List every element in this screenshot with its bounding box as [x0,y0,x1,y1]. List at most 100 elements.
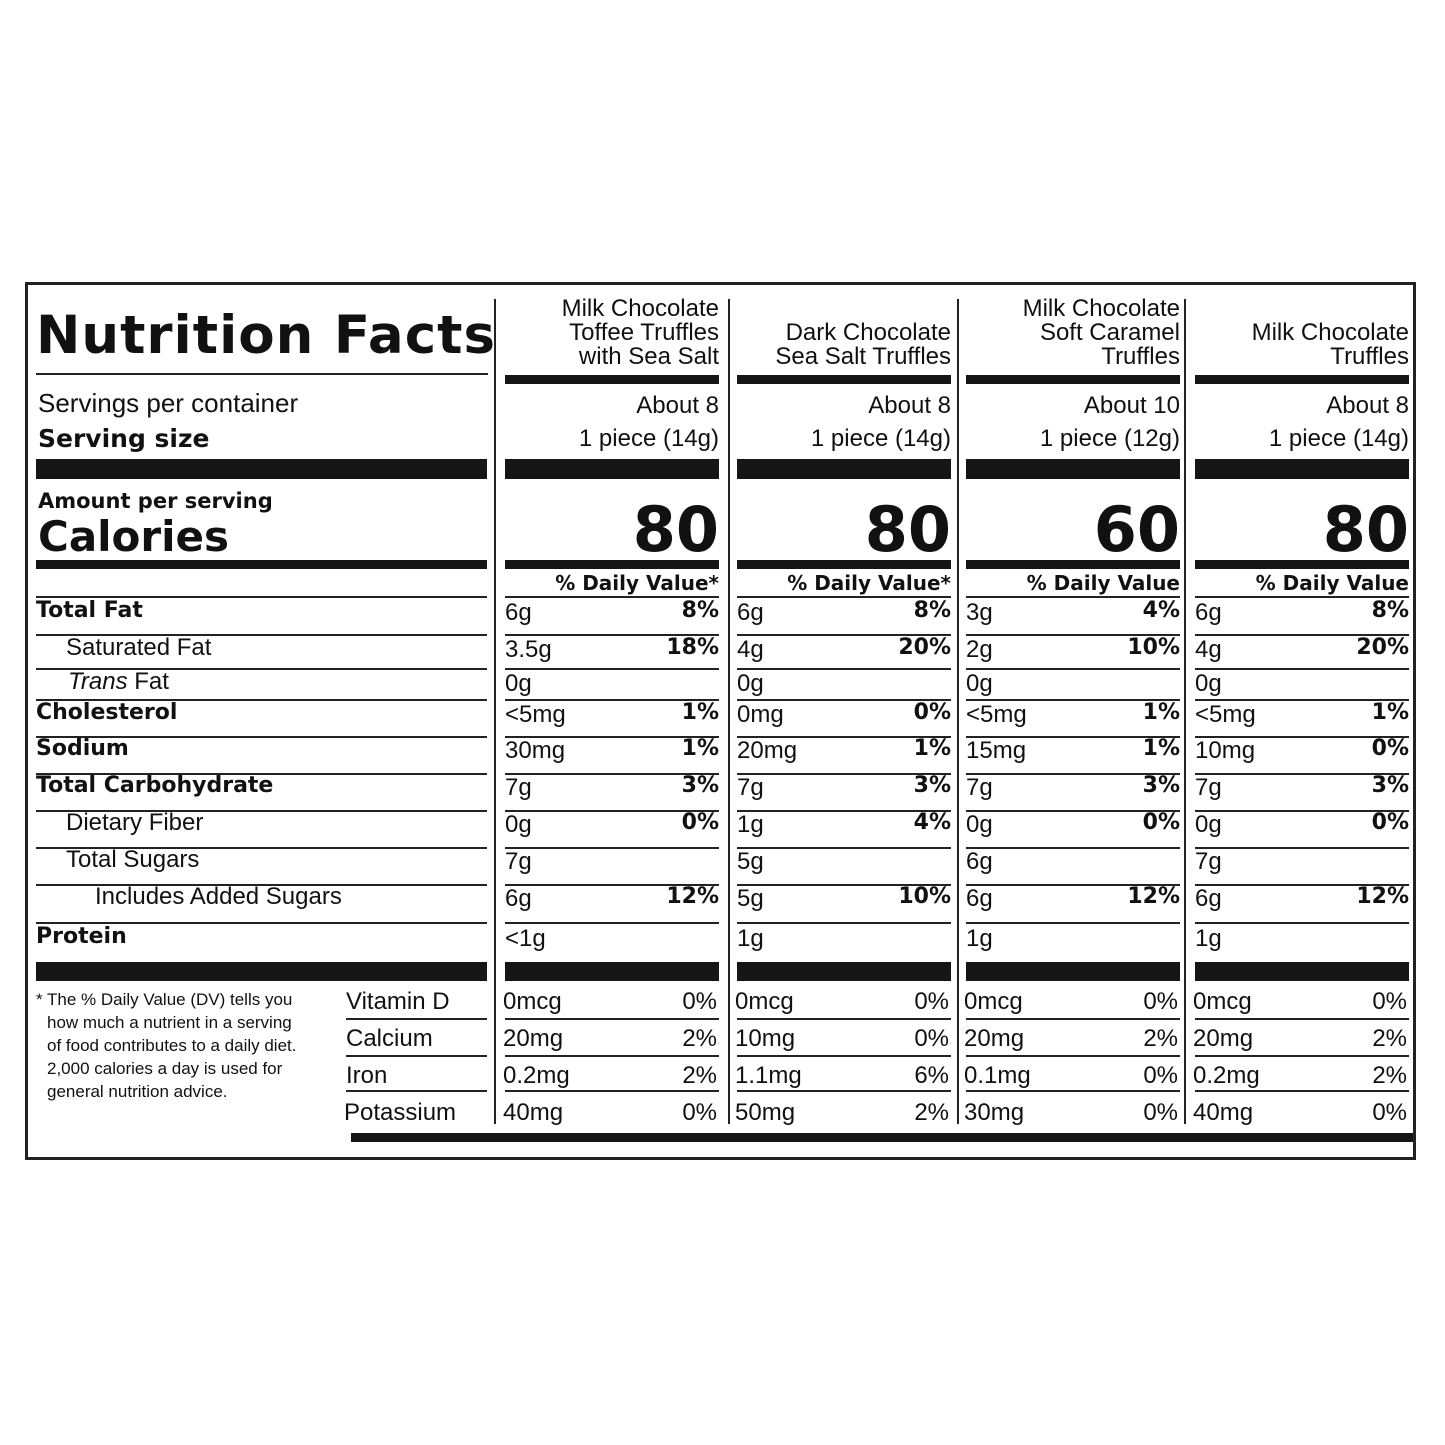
nutrient-amount: 7g [737,774,764,801]
nutrient-divider [737,668,951,670]
nutrient-percent: 3% [1371,773,1409,798]
vitamin-percent: 0% [1372,988,1407,1015]
vitamin-divider [966,1055,1180,1057]
vitamin-divider [346,1090,487,1092]
nutrient-percent: 0% [1142,810,1180,835]
nutrient-amount: 6g [505,599,532,626]
nutrient-percent: 10% [1127,635,1180,660]
nutrient-amount: 20mg [737,737,798,764]
product-name-line: Soft Caramel [1039,319,1180,346]
nutrient-divider [36,847,487,849]
nutrient-amount: 10mg [1195,737,1256,764]
vitamin-percent: 0% [682,1099,717,1126]
nutrient-amount: 15mg [966,737,1027,764]
daily-value-header: % Daily Value [1026,571,1180,595]
vitamin-amount: 0mcg [1193,988,1252,1015]
servings-value: About 8 [1326,392,1409,419]
vitamin-amount: 10mg [735,1025,796,1052]
nutrient-label: Cholesterol [36,700,178,725]
nutrient-percent: 1% [913,736,951,761]
nutrient-percent: 8% [1371,598,1409,623]
calories-bar [36,560,487,569]
vitamin-divider [505,1090,719,1092]
nutrient-label: Dietary Fiber [66,809,204,836]
nutrient-amount: 0g [966,811,993,838]
nutrient-amount: 7g [505,774,532,801]
nutrient-percent: 18% [666,635,719,660]
nutrient-divider [36,668,487,670]
footnote-line: of food contributes to a daily diet. [47,1036,297,1055]
nutrient-amount: 5g [737,885,764,912]
nutrient-amount: 0g [1195,811,1222,838]
nutrient-divider [737,922,951,924]
vitamin-percent: 2% [682,1025,717,1052]
vitamin-percent: 6% [914,1062,949,1089]
nutrient-amount: 0mg [737,701,784,728]
product-name-line: with Sea Salt [578,343,719,370]
vitamin-divider [966,1018,1180,1020]
product-name-line: Dark Chocolate [785,319,951,346]
nutrient-divider [737,884,951,886]
nutrient-percent: 12% [666,884,719,909]
nutrient-percent: 0% [1371,736,1409,761]
calories-value: 80 [864,493,951,566]
nutrient-amount: 6g [966,885,993,912]
nutrient-amount: 1g [737,925,764,952]
nutrient-divider [966,699,1180,701]
product-name-line: Truffles [1330,343,1409,370]
nutrient-amount: 3g [966,599,993,626]
vitamin-amount: 40mg [503,1099,564,1126]
vitamin-amount: 0mcg [964,988,1023,1015]
nutrient-amount: <5mg [505,701,566,728]
nutrient-divider [737,634,951,636]
vitamin-divider [505,1055,719,1057]
column-separator [957,299,959,1124]
nutrient-percent: 1% [1142,700,1180,725]
vitamin-percent: 0% [1143,1062,1178,1089]
vitamin-percent: 2% [1143,1025,1178,1052]
nutrient-divider [966,736,1180,738]
product-name-line: Milk Chocolate [1251,319,1409,346]
nutrient-divider [1195,884,1409,886]
column-separator [1184,299,1186,1124]
nutrient-amount: 0g [737,670,764,697]
footnote: * The % Daily Value (DV) tells you how m… [36,988,297,1103]
nutrient-divider [505,810,719,812]
nutrient-percent: 1% [681,700,719,725]
nutrient-amount: <5mg [1195,701,1256,728]
nutrient-amount: 4g [1195,636,1222,663]
bottom-bar [351,1133,1413,1142]
calories-value: 60 [1093,493,1180,566]
nutrient-amount: 6g [505,885,532,912]
servings-value: About 8 [636,392,719,419]
vitamin-divider [346,1018,487,1020]
nutrient-divider [36,634,487,636]
vitamin-label: Potassium [344,1099,457,1126]
footnote-line: general nutrition advice. [47,1082,228,1101]
nutrient-amount: 7g [966,774,993,801]
nutrient-amount: 5g [737,848,764,875]
vitamin-percent: 0% [914,1025,949,1052]
nutrient-divider [36,922,487,924]
nutrient-amount: 1g [966,925,993,952]
nutrient-divider [1195,668,1409,670]
servings-value: About 10 [1083,392,1180,419]
nutrient-percent: 0% [913,700,951,725]
nutrient-amount: 2g [966,636,993,663]
nutrient-amount: 0g [966,670,993,697]
vitamin-percent: 2% [682,1062,717,1089]
nutrient-divider [505,699,719,701]
nutrient-percent: 8% [913,598,951,623]
calories-value: 80 [632,493,719,566]
nutrient-divider [737,699,951,701]
nutrient-divider [36,810,487,812]
nutrient-divider [966,634,1180,636]
calories-value: 80 [1322,493,1409,566]
nutrient-percent: 4% [913,810,951,835]
nutrient-label: Total Fat [36,598,143,623]
vitamin-label: Iron [346,1062,388,1089]
nutrient-percent: 1% [681,736,719,761]
vitamin-amount: 0.2mg [503,1062,570,1089]
nutrient-divider [1195,736,1409,738]
product-name-bar [1195,375,1409,384]
